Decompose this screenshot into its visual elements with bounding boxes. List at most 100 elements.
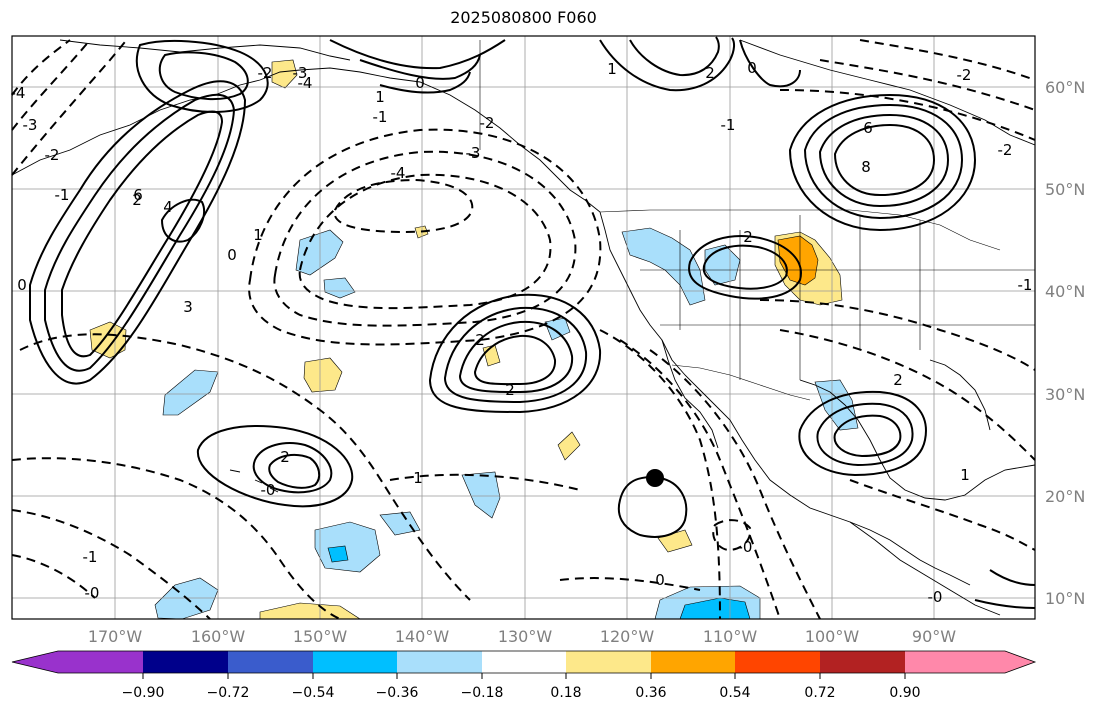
- contour-label: -4: [391, 164, 406, 182]
- colorbar-swatch: [820, 651, 905, 673]
- map-frame: [11, 35, 1036, 620]
- contour-solid-17: [739, 39, 801, 88]
- contour-dashed-19: [759, 299, 1036, 371]
- colorbar-label-5: −0.18: [461, 685, 504, 701]
- lat-label-60n: 60°N: [1045, 78, 1085, 97]
- contour-label: -0: [85, 584, 100, 602]
- shade-blue-small-3: [544, 317, 571, 341]
- colorbar-label-9: 0.72: [804, 685, 835, 701]
- contour-dashed-7: [11, 509, 211, 620]
- colorbar-swatch: [651, 651, 735, 673]
- contour-dashed-4: [333, 178, 474, 234]
- lon-label-110w: 110°W: [703, 627, 758, 646]
- shade-cyan-bottom: [679, 597, 751, 620]
- colorbar-swatch: [313, 651, 397, 673]
- gridlines: [12, 36, 1035, 619]
- colorbar: −0.90 −0.72 −0.54 −0.36 −0.18 0.18 0.36 …: [11, 650, 1037, 701]
- political-borders: [479, 40, 1035, 401]
- shade-blue-pacific-3: [162, 369, 219, 416]
- lat-label-20n: 20°N: [1045, 487, 1085, 506]
- contour-label: -2: [480, 114, 495, 132]
- shade-blue-pacific-1: [295, 229, 344, 276]
- contour-label: 0: [227, 246, 237, 264]
- colorbar-labels: −0.90 −0.72 −0.54 −0.36 −0.18 0.18 0.36 …: [122, 685, 921, 701]
- contour-solid-3: [61, 110, 224, 358]
- contour-dashed-3: [298, 173, 552, 310]
- contour-label: -2: [998, 141, 1013, 159]
- contour-solid-25: [702, 244, 788, 290]
- colorbar-swatch: [905, 651, 1005, 673]
- colorbar-outline: [11, 650, 1037, 674]
- contour-label: -1: [373, 108, 388, 126]
- colorbar-extend-min: [12, 651, 58, 673]
- contour-label: -3: [293, 64, 308, 82]
- solid-contours: [29, 36, 1036, 609]
- shade-blue-small-4: [461, 471, 501, 519]
- lat-label-50n: 50°N: [1045, 180, 1085, 199]
- contour-label: 2: [743, 228, 753, 246]
- contour-solid-20: [788, 93, 977, 232]
- shade-yellow-pacific-2: [303, 357, 343, 393]
- contour-solid-2: [44, 93, 236, 372]
- contour-label: -3: [23, 116, 38, 134]
- coastline-hudson: [739, 39, 1036, 146]
- lat-label-30n: 30°N: [1045, 385, 1085, 404]
- contour-solid-10: [428, 293, 602, 414]
- coastline-north-alaska: [59, 39, 351, 61]
- contour-solid-16: [268, 453, 321, 489]
- contour-label: 0: [655, 571, 665, 589]
- contour-solid-11: [443, 306, 588, 404]
- contour-solid-6: [158, 51, 249, 101]
- contour-solid-12: [458, 320, 574, 394]
- contour-label: -2: [45, 146, 60, 164]
- coastlines: [11, 39, 1036, 616]
- contour-dashed-6: [11, 457, 341, 620]
- contour-label: 1: [960, 466, 970, 484]
- contour-label: 0: [747, 59, 757, 77]
- contour-solid-18: [599, 37, 736, 92]
- colorbar-swatch: [482, 651, 566, 673]
- colorbar-swatch: [397, 651, 482, 673]
- contour-dashed-20: [779, 329, 1036, 461]
- contour-solid-24: [688, 235, 802, 300]
- contour-solid-1: [29, 80, 247, 385]
- contour-label: 6: [133, 186, 143, 204]
- contour-label: 3: [183, 298, 193, 316]
- contour-dashed-21: [849, 479, 1036, 551]
- lon-label-90w: 90°W: [912, 627, 956, 646]
- contour-label: -1: [55, 186, 70, 204]
- contour-label: 0: [415, 74, 425, 92]
- coastline-hawaii: [229, 469, 279, 493]
- contour-label: -0: [928, 588, 943, 606]
- colorbar-swatch: [58, 651, 143, 673]
- colorbar-label-3: −0.54: [292, 685, 335, 701]
- contour-solid-27: [816, 402, 914, 467]
- colorbar-label-8: 0.54: [719, 685, 750, 701]
- contour-label: -3: [466, 144, 481, 162]
- contour-label: 2: [280, 448, 290, 466]
- contour-solid-30: [989, 569, 1036, 586]
- colorbar-ticks: [142, 673, 906, 679]
- contour-solid-22: [818, 113, 950, 208]
- contour-dashed-11: [649, 349, 821, 620]
- contour-label: -2: [258, 64, 273, 82]
- contour-solid-21: [803, 103, 964, 220]
- lon-label-140w: 140°W: [395, 627, 450, 646]
- contour-label: 1: [607, 60, 617, 78]
- contour-label: 2: [705, 64, 715, 82]
- contour-dashed-17: [819, 59, 1036, 111]
- contour-dashed-5: [19, 333, 471, 601]
- colorbar-label-6: 0.18: [550, 685, 581, 701]
- contour-label: 2: [505, 381, 515, 399]
- colorbar-label-7: 0.36: [635, 685, 666, 701]
- colorbar-swatch: [735, 651, 820, 673]
- shade-yellow-bottom: [259, 602, 362, 620]
- contour-label: -2: [957, 66, 972, 84]
- dashed-contours: [11, 37, 1036, 620]
- lon-label-160w: 160°W: [191, 627, 246, 646]
- contour-dashed-10: [619, 339, 781, 620]
- colorbar-extend-max: [1005, 651, 1035, 673]
- colorbar-label-2: −0.72: [207, 685, 250, 701]
- contour-solid-13: [473, 334, 557, 386]
